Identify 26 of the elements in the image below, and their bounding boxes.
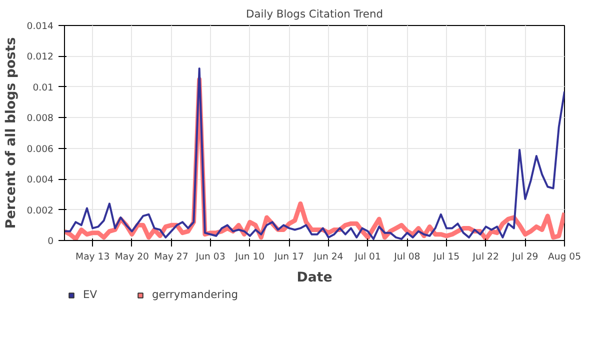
x-tick-label: Jul 22: [472, 252, 499, 262]
y-tick-label: 0: [48, 236, 54, 247]
x-tick-label: Jun 03: [194, 252, 226, 262]
chart-title: Daily Blogs Citation Trend: [246, 8, 383, 20]
y-tick-label: 0.004: [26, 174, 54, 186]
x-tick-label: Aug 05: [548, 252, 582, 262]
legend-label: EV: [83, 288, 98, 301]
y-tick-label: 0.002: [26, 205, 54, 216]
x-tick-label: Jun 24: [312, 252, 344, 262]
x-tick-label: May 20: [114, 252, 150, 262]
legend-label: gerrymandering: [152, 288, 238, 301]
x-tick-label: Jun 10: [234, 252, 265, 262]
x-tick-label: Jul 01: [354, 252, 381, 262]
y-tick-label: 0.008: [26, 113, 54, 124]
y-tick-label: 0.01: [32, 82, 54, 94]
y-tick-label: 0.014: [26, 21, 54, 32]
x-tick-label: May 13: [76, 252, 110, 262]
y-tick-label: 0.012: [26, 52, 54, 63]
x-axis-title: Date: [296, 270, 332, 286]
x-tick-label: May 27: [154, 252, 188, 262]
y-tick-label: 0.006: [26, 144, 54, 155]
y-axis-title: Percent of all blogs posts: [4, 37, 19, 229]
x-tick-label: Jun 17: [274, 252, 304, 262]
x-tick-label: Jul 08: [393, 252, 420, 262]
x-tick-label: Jul 15: [432, 252, 460, 262]
x-tick-label: Jul 29: [511, 252, 538, 262]
